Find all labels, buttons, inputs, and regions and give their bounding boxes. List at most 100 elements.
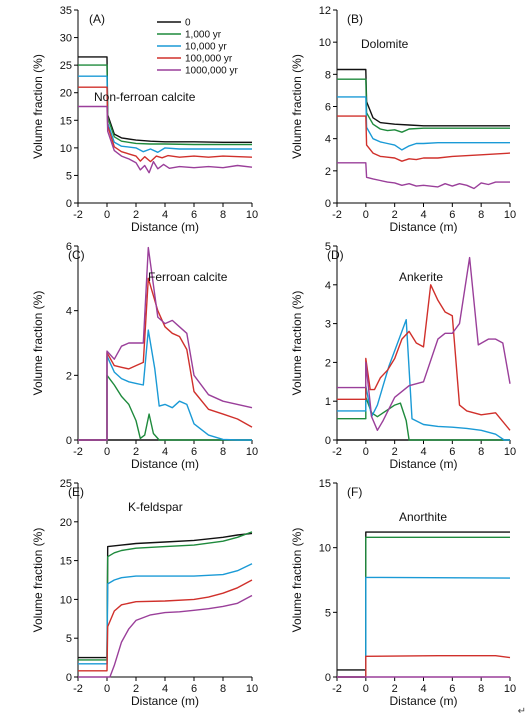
x-tick-label: 8 (220, 446, 226, 458)
y-tick-label: 15 (319, 478, 331, 490)
y-tick-label: 5 (325, 607, 331, 619)
y-tick-label: 0 (325, 672, 331, 684)
x-tick-label: 10 (246, 446, 258, 458)
x-axis-label: Distance (m) (131, 457, 199, 471)
legend-label: 10,000 yr (185, 42, 227, 53)
series-line-4 (337, 162, 510, 190)
panel-title: Non-ferroan calcite (94, 90, 196, 104)
panel-title: Ankerite (399, 270, 443, 284)
x-tick-label: -2 (332, 683, 342, 695)
x-tick-label: 6 (191, 209, 197, 221)
series-line-2 (337, 576, 511, 678)
x-tick-label: 4 (420, 209, 426, 221)
y-tick-label: 10 (319, 37, 331, 49)
panel-label: (B) (347, 12, 363, 26)
y-axis-label: Volume fraction (%) (31, 291, 45, 396)
x-tick-label: 2 (392, 209, 398, 221)
x-tick-label: -2 (73, 683, 83, 695)
panel-title: K-feldspar (128, 500, 183, 514)
x-tick-label: 4 (420, 683, 426, 695)
x-tick-label: 2 (133, 683, 139, 695)
series-line-3 (337, 115, 511, 162)
x-tick-label: 10 (246, 683, 258, 695)
y-tick-label: 0 (66, 672, 72, 684)
x-axis-label: Distance (m) (131, 694, 199, 708)
y-tick-label: 10 (60, 143, 72, 155)
y-tick-label: 8 (325, 69, 331, 81)
y-tick-label: 12 (319, 5, 331, 17)
y-tick-label: 2 (325, 357, 331, 369)
x-tick-label: 8 (220, 683, 226, 695)
x-tick-label: 2 (392, 683, 398, 695)
y-tick-label: 0 (325, 198, 331, 210)
y-tick-label: 15 (60, 115, 72, 127)
panel-label: (D) (327, 248, 344, 262)
series-line-2 (78, 563, 253, 665)
series-line-0 (337, 531, 510, 671)
series-line-4 (337, 256, 511, 431)
y-tick-label: 20 (60, 88, 72, 100)
series-line-2 (337, 96, 510, 151)
y-tick-label: 6 (325, 102, 331, 114)
panel-label: (F) (347, 485, 362, 499)
x-tick-label: -2 (332, 446, 342, 458)
y-tick-label: 15 (60, 556, 72, 568)
series-line-0 (78, 532, 253, 659)
y-tick-label: 0 (66, 435, 72, 447)
panel-title: Dolomite (361, 37, 409, 51)
y-tick-label: 10 (60, 594, 72, 606)
series-line-3 (337, 284, 511, 431)
series-line-4 (78, 105, 253, 174)
x-tick-label: 8 (478, 683, 484, 695)
series-line-1 (78, 64, 252, 146)
x-tick-label: -2 (73, 446, 83, 458)
x-tick-label: 0 (104, 446, 110, 458)
x-tick-label: 10 (504, 683, 516, 695)
x-tick-label: 8 (478, 209, 484, 221)
y-axis-label: Volume fraction (%) (290, 528, 304, 633)
x-tick-label: 4 (420, 446, 426, 458)
panel-label: (C) (68, 248, 85, 262)
x-tick-label: 0 (104, 209, 110, 221)
x-tick-label: 8 (220, 209, 226, 221)
x-axis-label: Distance (m) (389, 457, 457, 471)
y-tick-label: 4 (325, 134, 331, 146)
y-tick-label: 5 (325, 241, 331, 253)
corner-return-mark: ↵ (517, 706, 526, 717)
series-line-1 (78, 531, 253, 661)
y-tick-label: 6 (66, 241, 72, 253)
x-tick-label: 0 (363, 683, 369, 695)
y-tick-label: 4 (325, 280, 331, 292)
series-line-4 (78, 246, 253, 441)
x-tick-label: 4 (162, 446, 168, 458)
series-line-3 (78, 579, 253, 672)
y-tick-label: 0 (325, 435, 331, 447)
series-line-2 (78, 75, 252, 154)
y-tick-label: 2 (66, 370, 72, 382)
y-axis-label: Volume fraction (%) (31, 528, 45, 633)
series-line-0 (337, 68, 510, 127)
legend-label: 1000,000 yr (185, 66, 238, 77)
y-axis-label: Volume fraction (%) (290, 291, 304, 396)
x-tick-label: 8 (478, 446, 484, 458)
x-tick-label: 6 (449, 446, 455, 458)
y-tick-label: 5 (66, 170, 72, 182)
series-line-1 (337, 396, 510, 441)
y-tick-label: 25 (60, 60, 72, 72)
x-tick-label: 10 (504, 446, 516, 458)
y-axis-label: Volume fraction (%) (290, 54, 304, 159)
x-tick-label: 4 (162, 209, 168, 221)
series-line-1 (337, 78, 510, 133)
x-tick-label: 6 (449, 209, 455, 221)
x-tick-label: 6 (449, 683, 455, 695)
series-line-3 (78, 86, 253, 163)
y-tick-label: 25 (60, 478, 72, 490)
y-tick-label: 4 (66, 306, 72, 318)
y-tick-label: 10 (319, 543, 331, 555)
